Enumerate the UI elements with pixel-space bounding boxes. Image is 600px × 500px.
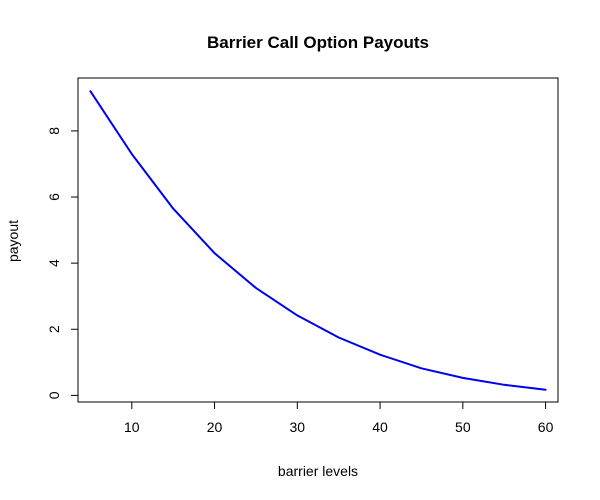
series-line-0 [89, 90, 547, 391]
chart-title: Barrier Call Option Payouts [207, 33, 429, 52]
plot-area: 10 20 30 40 50 60 0 2 4 6 8 [46, 77, 559, 435]
y-axis-label: payout [5, 220, 21, 262]
y-tick-label: 8 [46, 127, 62, 135]
x-tick-label: 60 [538, 419, 554, 435]
x-tick-label: 20 [207, 419, 223, 435]
x-axis-label: barrier levels [278, 463, 358, 479]
y-tick-label: 2 [46, 325, 62, 333]
y-tick-label: 4 [46, 259, 62, 267]
x-tick-label: 10 [124, 419, 140, 435]
plot-frame [77, 77, 559, 403]
x-tick-label: 40 [372, 419, 388, 435]
x-tick-label: 30 [290, 419, 306, 435]
y-tick-label: 6 [46, 193, 62, 201]
y-tick-label: 0 [46, 391, 62, 399]
x-tick-label: 50 [455, 419, 471, 435]
